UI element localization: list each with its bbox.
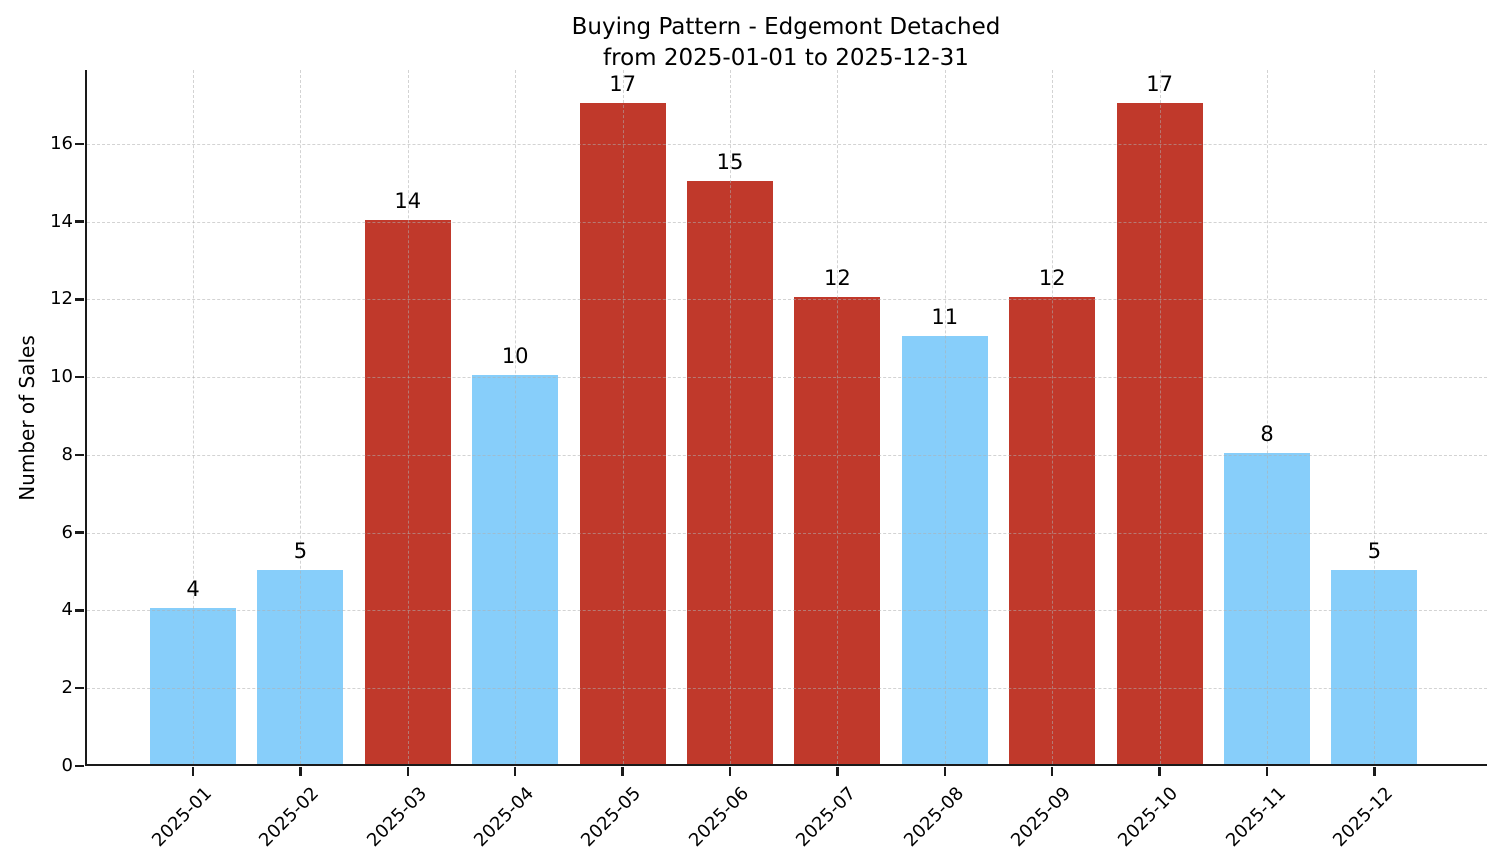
bar-2025-09 bbox=[1009, 297, 1096, 764]
x-tick-mark bbox=[621, 767, 624, 776]
bar-value-label: 11 bbox=[931, 305, 959, 330]
x-tick-label-text: 2025-12 bbox=[1329, 783, 1398, 852]
bar-2025-06 bbox=[687, 180, 773, 764]
y-tick-mark bbox=[75, 531, 84, 534]
x-tick-label-text: 2025-06 bbox=[684, 783, 753, 852]
bar-2025-11 bbox=[1224, 452, 1310, 764]
bar-value-label: 4 bbox=[186, 577, 200, 602]
x-tick-label-text: 2025-03 bbox=[362, 783, 431, 852]
x-tick-label-text: 2025-07 bbox=[792, 783, 861, 852]
y-tick-mark bbox=[75, 220, 84, 223]
y-tick-label: 4 bbox=[61, 599, 73, 621]
x-tick-label-text: 2025-08 bbox=[899, 783, 968, 852]
x-tick-mark bbox=[728, 767, 732, 776]
bar-value-label: 5 bbox=[1367, 538, 1382, 563]
bar-2025-08 bbox=[901, 336, 988, 764]
chart-subtitle: from 2025-01-01 to 2025-12-31 bbox=[603, 45, 969, 71]
y-tick-mark bbox=[75, 686, 84, 690]
chart-title: Buying Pattern - Edgemont Detached bbox=[571, 14, 1001, 40]
y-tick-mark bbox=[75, 764, 84, 768]
y-tick-label: 8 bbox=[61, 443, 73, 465]
bar-value-label: 5 bbox=[293, 538, 308, 563]
y-tick-label: 14 bbox=[50, 210, 73, 232]
bar-2025-03 bbox=[364, 219, 451, 764]
y-tick-mark bbox=[75, 375, 84, 379]
x-tick-mark bbox=[1373, 767, 1376, 776]
gridline-horizontal bbox=[87, 377, 1487, 379]
bar-value-label: 17 bbox=[609, 72, 636, 96]
y-tick-label: 16 bbox=[50, 132, 73, 154]
bar-2025-12 bbox=[1331, 569, 1418, 764]
bar-value-label: 17 bbox=[1146, 72, 1173, 96]
x-tick-mark bbox=[191, 767, 195, 776]
x-tick-mark bbox=[943, 767, 947, 776]
y-tick-mark bbox=[75, 298, 84, 301]
x-tick-label-text: 2025-10 bbox=[1114, 783, 1183, 852]
x-tick-mark bbox=[406, 767, 410, 776]
y-axis-label: Number of Sales bbox=[15, 335, 39, 501]
x-tick-label-text: 2025-11 bbox=[1221, 783, 1290, 852]
x-tick-label-text: 2025-04 bbox=[469, 783, 539, 852]
y-tick-label: 2 bbox=[61, 677, 73, 699]
x-tick-mark bbox=[513, 767, 517, 776]
x-tick-label-text: 2025-01 bbox=[147, 783, 216, 852]
bar-value-label: 12 bbox=[824, 266, 851, 291]
x-tick-label-text: 2025-02 bbox=[255, 783, 324, 852]
bar-value-label: 8 bbox=[1260, 421, 1274, 446]
gridline-horizontal bbox=[87, 299, 1487, 301]
x-tick-label-text: 2025-05 bbox=[577, 783, 646, 852]
x-tick-label-text: 2025-09 bbox=[1006, 783, 1076, 852]
y-tick-mark bbox=[75, 609, 84, 612]
x-tick-mark bbox=[1050, 767, 1054, 776]
y-tick-label: 6 bbox=[61, 521, 73, 543]
x-tick-mark bbox=[299, 767, 302, 776]
x-tick-mark bbox=[836, 767, 839, 776]
y-tick-label: 10 bbox=[50, 366, 73, 388]
y-tick-mark bbox=[75, 142, 84, 146]
x-tick-mark bbox=[1158, 767, 1161, 776]
bar-value-label: 15 bbox=[716, 149, 744, 174]
bar-value-label: 12 bbox=[1038, 266, 1066, 291]
gridline-horizontal bbox=[87, 143, 1487, 145]
bar-2025-05 bbox=[579, 103, 666, 764]
y-tick-mark bbox=[75, 453, 84, 457]
bar-value-label: 14 bbox=[394, 188, 422, 213]
bar-2025-01 bbox=[150, 608, 236, 764]
bar-2025-07 bbox=[794, 297, 881, 764]
bar-2025-02 bbox=[257, 569, 344, 764]
gridline-horizontal bbox=[87, 221, 1487, 223]
bar-2025-04 bbox=[472, 375, 559, 764]
bar-2025-10 bbox=[1116, 103, 1203, 764]
y-tick-label: 0 bbox=[61, 755, 73, 776]
y-tick-label: 12 bbox=[50, 288, 73, 310]
x-tick-mark bbox=[1265, 767, 1269, 776]
bar-value-label: 10 bbox=[501, 344, 529, 369]
plot-area: 2025-01 4 2025-02 5 2025-03 14 2025-04 10 2025-0… bbox=[50, 70, 1487, 851]
